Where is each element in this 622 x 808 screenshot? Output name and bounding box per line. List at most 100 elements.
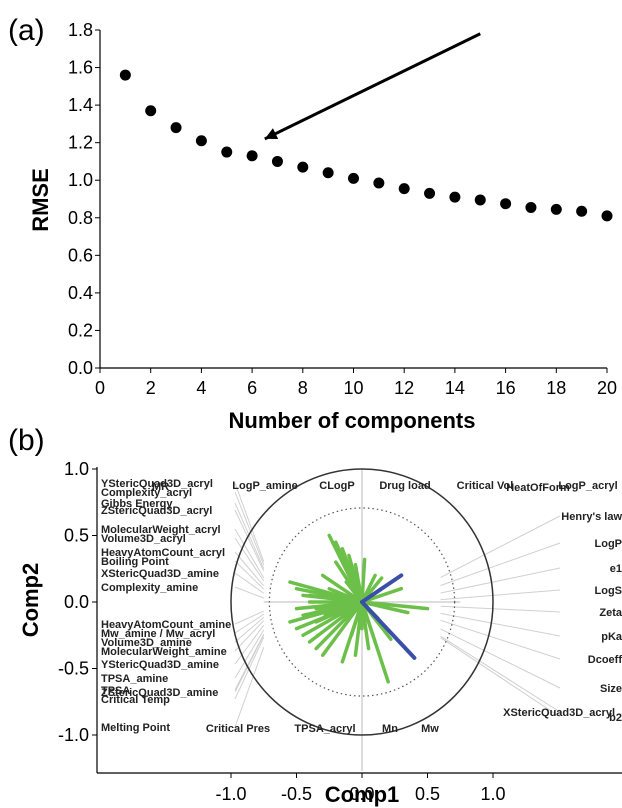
panel-a-point — [525, 201, 537, 213]
panel-a-label: (a) — [8, 14, 45, 47]
panel-b-variable-label: MolecularWeight_acryl — [101, 524, 221, 536]
panel-b-x-ticks: -1.0 -0.5 0.0 0.5 1.0 — [215, 773, 506, 804]
panel-b-variable-label: Gibbs Energy — [101, 498, 173, 510]
panel-b-leader-line — [234, 629, 265, 679]
panel-a-y-tick-label: 1.4 — [68, 95, 93, 115]
panel-b-x-tick-label: 1.0 — [480, 784, 505, 804]
panel-b-variable-label: YStericQuad3D_acryl — [101, 478, 213, 490]
panel-b-leader-line — [234, 491, 265, 566]
panel-b-leader-line — [440, 515, 561, 578]
panel-a-x-tick-label: 14 — [445, 378, 465, 398]
panel-a-y-tick-label: 0.0 — [68, 358, 93, 378]
panel-a-axes — [99, 30, 607, 369]
panel-b-variable-label: Boiling Point — [101, 556, 169, 568]
panel-a-point — [348, 172, 359, 184]
panel-b-variable-label: Mw — [421, 723, 439, 735]
panel-b-leader-line — [234, 537, 265, 582]
panel-b-loadings-chart: (b) 1.00.50.0-0.5-1.0 -1.0 -0.5 0.0 0.5 1.0 … — [8, 424, 622, 807]
panel-a-point — [170, 122, 182, 134]
panel-b-green-loading-line — [349, 600, 364, 637]
panel-b-variable-label: Critical Vol — [457, 480, 514, 492]
panel-b-leader-line — [234, 634, 265, 693]
panel-b-x-tick-label: -1.0 — [215, 784, 246, 804]
panel-b-leader-line — [440, 605, 561, 613]
panel-b-variable-label: e1 — [610, 563, 622, 575]
panel-b-leader-line — [234, 613, 265, 634]
panel-b-variable-label: ZStericQuad3D_acryl — [101, 505, 212, 517]
panel-b-green-loading-line — [301, 600, 364, 618]
panel-b-variable-label: Mw_amine / Mw_acryl — [101, 628, 215, 640]
panel-b-green-loadings — [288, 533, 430, 684]
panel-b-variable-label: YStericQuad3D_amine — [101, 659, 219, 671]
panel-b-y-tick-label: 1.0 — [64, 459, 89, 479]
panel-a-point — [145, 105, 157, 117]
panel-a-y-tick-label: 1.6 — [68, 58, 93, 78]
panel-a-x-ticks: 0 2 4 6 8 10 12 14 16 18 20 — [95, 368, 617, 398]
panel-b-y-title: Comp2 — [18, 563, 43, 638]
panel-b-y-tick-label: -1.0 — [58, 725, 89, 745]
panel-a-point — [576, 205, 588, 217]
panel-a-point — [119, 69, 131, 81]
panel-b-leader-line — [440, 567, 561, 594]
panel-b-leader-line — [234, 509, 265, 572]
panel-a-point — [297, 161, 309, 173]
panel-b-green-loading-line — [360, 600, 410, 615]
panel-b-leader-line — [234, 560, 265, 590]
panel-a-point — [550, 203, 562, 215]
panel-b-x-tick-label: 0.5 — [415, 784, 440, 804]
panel-a-point — [246, 150, 258, 162]
panel-a-rmse-chart: (a) 0.0 0.2 0.4 0.6 0.8 1.0 1.2 1.4 1.6 1.8 0 2 4 6 8… — [8, 14, 617, 433]
panel-b-variable-label: XStericQuad3D_amine — [101, 568, 219, 580]
panel-b-variable-label: TPSA_amine — [101, 673, 168, 685]
panel-b-variable-label: TPSA_acryl — [294, 723, 355, 735]
panel-b-variable-label: XStericQuad3D_acryl — [503, 707, 615, 719]
panel-b-variable-label: LogS — [595, 585, 622, 597]
panel-a-x-tick-label: 2 — [146, 378, 156, 398]
panel-a-arrow — [264, 32, 481, 141]
panel-b-green-loading-line — [360, 600, 390, 684]
panel-a-point — [271, 155, 283, 167]
panel-b-variable-label: LogP — [595, 538, 622, 550]
panel-b-circles — [230, 468, 494, 736]
panel-b-x-tick-label: 0.0 — [349, 784, 374, 804]
panel-a-x-tick-label: 16 — [496, 378, 516, 398]
panel-a-arrow-shaft — [264, 32, 481, 141]
panel-b-variable-label: HeavyAtomCount_acryl — [101, 547, 225, 559]
panel-b-leader-line — [440, 635, 561, 713]
panel-b-leader-line — [234, 586, 264, 599]
panel-b-variable-label: Size — [600, 683, 622, 695]
panel-b-leader-line — [234, 610, 264, 625]
panel-b-variable-label: Critical Temp — [101, 694, 170, 706]
panel-a-y-tick-label: 1.8 — [68, 20, 93, 40]
panel-a-x-tick-label: 18 — [546, 378, 566, 398]
panel-b-leader-line — [234, 617, 265, 643]
panel-b-variable-label: Volume3D_amine — [101, 637, 192, 649]
panel-b-blue-loadings — [360, 573, 417, 660]
panel-b-green-loading-line — [360, 557, 367, 604]
panel-a-point — [322, 167, 334, 179]
panel-a-x-title: Number of components — [229, 408, 476, 433]
panel-b-x-tick-label: -0.5 — [281, 784, 312, 804]
panel-a-point — [221, 146, 233, 158]
panel-b-leader-line — [234, 637, 265, 700]
panel-b-x-title: Comp1 — [325, 782, 400, 807]
panel-b-blue-loading-line — [360, 600, 417, 660]
panel-a-point — [474, 194, 486, 206]
panel-b-green-loading-line — [344, 580, 364, 604]
panel-a-y-tick-label: 0.6 — [68, 245, 93, 265]
panel-b-variable-label: Melting Point — [101, 722, 170, 734]
panel-a-x-tick-label: 4 — [196, 378, 206, 398]
panel-b-variable-label: CLogP — [319, 480, 354, 492]
panel-b-variable-label: Volume3D_acryl — [101, 533, 186, 545]
panel-b-leader-line — [234, 482, 265, 562]
panel-a-point — [601, 210, 613, 222]
panel-b-variable-label: LogP_acryl — [558, 480, 617, 492]
panel-b-variable-label: MolecularWeight_amine — [101, 646, 227, 658]
panel-b-label-leader-lines — [234, 482, 561, 728]
panel-a-x-tick-label: 20 — [597, 378, 617, 398]
panel-b-variable-label: Mn — [382, 723, 398, 735]
panel-b-inner-circle — [268, 507, 456, 697]
panel-b-leader-line — [440, 589, 561, 601]
panel-b-green-loading-line — [320, 600, 364, 657]
